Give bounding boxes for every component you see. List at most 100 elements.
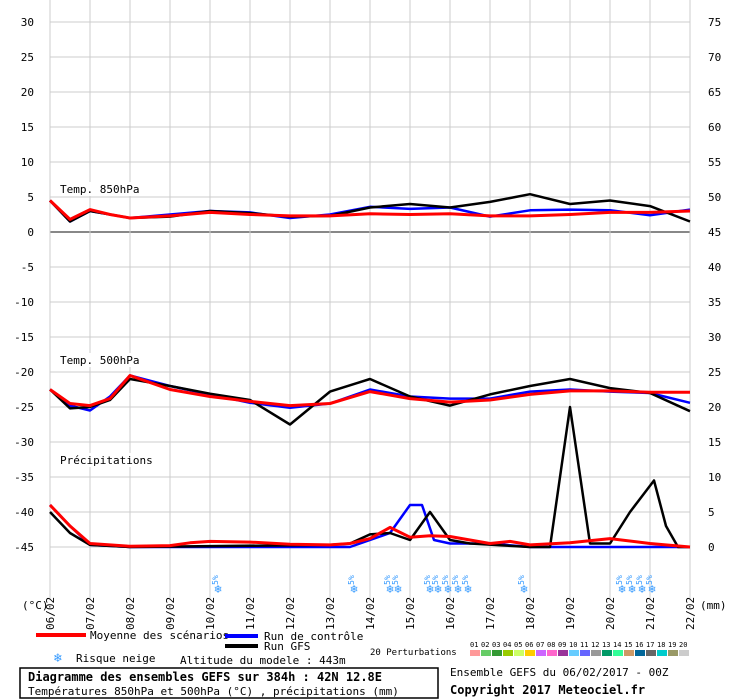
snowflake-icon: ❄ (53, 651, 62, 666)
perturbation-number: 14 (613, 641, 621, 649)
perturbation-swatch (470, 650, 480, 656)
perturbation-swatch (591, 650, 601, 656)
perturbation-swatch (525, 650, 535, 656)
right-tick-label: 55 (708, 156, 721, 169)
perturbation-number: 15 (624, 641, 632, 649)
perturbation-swatch (657, 650, 667, 656)
footer-copyright: Copyright 2017 Meteociel.fr (450, 683, 645, 697)
x-tick-label: 07/02 (84, 597, 97, 630)
panel-labels: Temp. 850hPa Temp. 500hPa Précipitations (58, 182, 158, 467)
right-tick-label: 50 (708, 191, 721, 204)
snow-percent: 5% (451, 575, 460, 585)
perturbation-number: 07 (536, 641, 544, 649)
right-tick-label: 20 (708, 401, 721, 414)
perturbation-number: 11 (580, 641, 588, 649)
right-tick-label: 70 (708, 51, 721, 64)
snowflake-icon: ❄ (434, 582, 441, 596)
x-tick-label: 19/02 (564, 597, 577, 630)
snow-percent: 5% (635, 575, 644, 585)
x-tick-label: 09/02 (164, 597, 177, 630)
right-tick-label: 0 (708, 541, 715, 554)
snow-percent: 5% (461, 575, 470, 585)
perturbation-number: 02 (481, 641, 489, 649)
snow-percent: 5% (625, 575, 634, 585)
snowflake-icon: ❄ (648, 582, 655, 596)
snowflake-icon: ❄ (454, 582, 461, 596)
snowflake-icon: ❄ (386, 582, 393, 596)
left-tick-label: -30 (14, 436, 34, 449)
left-tick-label: 30 (21, 16, 34, 29)
series-0-t500 (49, 374, 690, 408)
left-tick-label: -15 (14, 331, 34, 344)
perturbation-number: 01 (470, 641, 478, 649)
left-unit: (°C) (22, 599, 49, 612)
perturbation-swatch (481, 650, 491, 656)
series-0-precip (48, 503, 691, 549)
perturbation-number: 09 (558, 641, 566, 649)
legend-mean: Moyenne des scénarios (90, 629, 229, 642)
perturbation-number: 03 (492, 641, 500, 649)
snow-percent: 5% (645, 575, 654, 585)
x-tick-label: 20/02 (604, 597, 617, 630)
x-tick-label: 14/02 (364, 597, 377, 630)
x-tick-label: 06/02 (44, 597, 57, 630)
x-tick-label: 17/02 (484, 597, 497, 630)
label-t500: Temp. 500hPa (60, 354, 139, 367)
snow-percent: 5% (211, 575, 220, 585)
perturbation-swatch (580, 650, 590, 656)
label-precip: Précipitations (60, 454, 153, 467)
legend-perturbations: 20 Perturbations (370, 648, 457, 658)
right-tick-label: 10 (708, 471, 721, 484)
left-tick-label: -25 (14, 401, 34, 414)
right-tick-label: 65 (708, 86, 721, 99)
left-tick-label: 20 (21, 86, 34, 99)
legend-gfs: Run GFS (264, 640, 310, 653)
right-unit: (mm) (700, 599, 727, 612)
perturbation-swatch (569, 650, 579, 656)
series-lines (48, 192, 691, 549)
footer-title: Diagramme des ensembles GEFS sur 384h : … (28, 670, 382, 684)
right-tick-label: 30 (708, 331, 721, 344)
x-tick-label: 11/02 (244, 597, 257, 630)
snow-risk-marks: 5%❄5%❄5%❄5%❄5%❄5%❄5%❄5%❄5%❄5%❄5%❄5%❄5%❄5… (211, 575, 656, 596)
left-tick-label: 0 (27, 226, 34, 239)
x-tick-label: 16/02 (444, 597, 457, 630)
snowflake-icon: ❄ (214, 582, 221, 596)
perturbation-swatch (558, 650, 568, 656)
x-tick-label: 15/02 (404, 597, 417, 630)
left-tick-label: 25 (21, 51, 34, 64)
snow-percent: 5% (441, 575, 450, 585)
series-2-precip (49, 405, 690, 549)
snowflake-icon: ❄ (350, 582, 357, 596)
perturbation-number: 17 (646, 641, 654, 649)
perturbation-swatch (602, 650, 612, 656)
perturbation-legend: 01 02 03 04 05 06 07 08 09 10 11 12 13 14 15 16 17 18 19 20 (470, 641, 689, 656)
right-tick-label: 75 (708, 16, 721, 29)
perturbation-number: 19 (668, 641, 676, 649)
snowflake-icon: ❄ (394, 582, 401, 596)
snowflake-icon: ❄ (426, 582, 433, 596)
right-tick-label: 5 (708, 506, 715, 519)
left-tick-label: -35 (14, 471, 34, 484)
perturbation-swatch (668, 650, 678, 656)
perturbation-number: 16 (635, 641, 643, 649)
snow-percent: 5% (517, 575, 526, 585)
right-tick-label: 45 (708, 226, 721, 239)
legend-control: Run de contrôle (264, 630, 363, 643)
perturbation-number: 05 (514, 641, 522, 649)
snowflake-icon: ❄ (464, 582, 471, 596)
x-tick-label: 10/02 (204, 597, 217, 630)
label-t850: Temp. 850hPa (60, 183, 139, 196)
right-tick-label: 25 (708, 366, 721, 379)
perturbation-number: 06 (525, 641, 533, 649)
grid (49, 0, 691, 600)
left-tick-label: -40 (14, 506, 34, 519)
perturbation-swatch (624, 650, 634, 656)
right-tick-label: 60 (708, 121, 721, 134)
perturbation-swatch (514, 650, 524, 656)
x-tick-label: 08/02 (124, 597, 137, 630)
snow-percent: 5% (615, 575, 624, 585)
legend: Moyenne des scénarios Run de contrôle Ru… (36, 629, 689, 667)
perturbation-number: 20 (679, 641, 687, 649)
snowflake-icon: ❄ (520, 582, 527, 596)
